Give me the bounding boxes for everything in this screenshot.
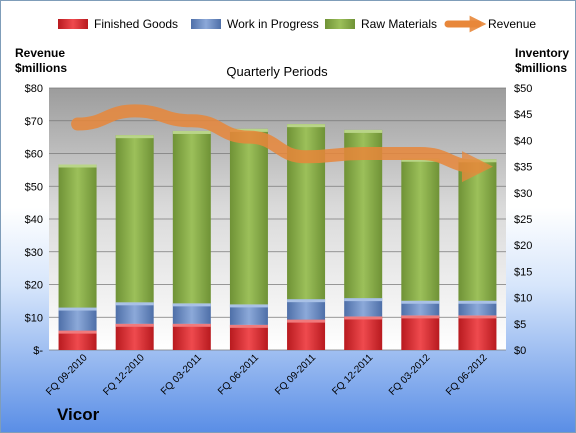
bar-cap-work-in-progress	[287, 299, 326, 303]
bar-raw-materials	[401, 158, 440, 301]
legend-swatch-raw-materials	[325, 19, 355, 29]
revenue-line-path	[71, 104, 494, 183]
bar-cap-raw-materials	[172, 130, 211, 134]
revenue-line	[71, 104, 494, 183]
left-tick-label: $60	[25, 149, 43, 161]
bar-raw-materials	[58, 164, 97, 308]
bar-work-in-progress	[58, 307, 97, 331]
bar-raw-materials	[229, 128, 268, 305]
left-tick-label: $50	[25, 181, 43, 193]
legend-swatch-finished-goods	[58, 19, 88, 29]
bar-cap-raw-materials	[58, 164, 97, 168]
right-axis-title-line2: $millions	[515, 61, 567, 75]
bar-cap-raw-materials	[229, 128, 268, 132]
category-label: FQ 09-2010	[44, 352, 90, 398]
left-tick-label: $10	[25, 312, 43, 324]
left-axis-title-line1: Revenue	[15, 46, 65, 60]
left-tick-label: $30	[25, 247, 43, 259]
category-label: FQ 06-2012	[444, 352, 490, 398]
left-tick-label: $70	[25, 116, 43, 128]
bar-cap-finished-goods	[287, 319, 326, 323]
right-tick-label: $35	[514, 162, 532, 174]
bar-cap-work-in-progress	[172, 303, 211, 307]
bar-cap-finished-goods	[401, 315, 440, 319]
bar-cap-work-in-progress	[115, 302, 154, 306]
bar-cap-work-in-progress	[229, 304, 268, 308]
bar-finished-goods	[229, 324, 268, 350]
bar-finished-goods	[115, 323, 154, 350]
bar-cap-finished-goods	[458, 315, 497, 319]
bar-work-in-progress	[115, 302, 154, 324]
right-tick-label: $0	[514, 345, 526, 357]
right-tick-label: $25	[514, 214, 532, 226]
bar-work-in-progress	[287, 299, 326, 320]
company-name: Vicor	[57, 405, 100, 424]
category-label: FQ 12-2010	[101, 352, 147, 398]
bar-work-in-progress	[229, 304, 268, 325]
category-label: FQ 03-2012	[387, 352, 433, 398]
bar-cap-finished-goods	[344, 316, 383, 320]
bar-work-in-progress	[172, 303, 211, 324]
bar-cap-finished-goods	[229, 324, 268, 328]
legend-swatch-work-in-progress	[191, 19, 221, 29]
right-tick-label: $40	[514, 135, 532, 147]
left-tick-label: $80	[25, 83, 43, 95]
legend-label-finished-goods: Finished Goods	[94, 17, 178, 31]
bars	[58, 124, 497, 350]
bar-cap-finished-goods	[115, 323, 154, 327]
bar-raw-materials	[172, 130, 211, 304]
right-axis-title-line1: Inventory	[515, 46, 569, 60]
category-label: FQ 12-2011	[330, 352, 375, 397]
legend-label-work-in-progress: Work in Progress	[227, 17, 319, 31]
right-tick-label: $50	[514, 83, 532, 95]
category-label: FQ 06-2011	[216, 352, 261, 397]
right-tick-label: $45	[514, 109, 532, 121]
bar-cap-work-in-progress	[58, 307, 97, 311]
bar-cap-work-in-progress	[344, 298, 383, 302]
bar-finished-goods	[287, 319, 326, 350]
legend-label-revenue: Revenue	[488, 17, 536, 31]
bar-cap-raw-materials	[287, 124, 326, 128]
legend: Finished Goods Work in Progress Raw Materi…	[58, 15, 536, 33]
bar-work-in-progress	[401, 300, 440, 316]
bar-raw-materials	[115, 135, 154, 303]
bar-finished-goods	[458, 315, 497, 350]
bar-work-in-progress	[458, 300, 497, 316]
bar-finished-goods	[172, 323, 211, 350]
legend-label-raw-materials: Raw Materials	[361, 17, 437, 31]
bar-finished-goods	[58, 330, 97, 350]
bar-finished-goods	[401, 315, 440, 350]
bar-cap-raw-materials	[401, 158, 440, 162]
bar-cap-finished-goods	[172, 323, 211, 327]
right-tick-label: $10	[514, 293, 532, 305]
right-tick-label: $15	[514, 266, 532, 278]
category-label: FQ 03-2011	[159, 352, 204, 397]
right-tick-label: $5	[514, 319, 526, 331]
bar-cap-work-in-progress	[458, 300, 497, 304]
left-tick-label: $20	[25, 280, 43, 292]
right-tick-label: $20	[514, 240, 532, 252]
bar-cap-work-in-progress	[401, 300, 440, 304]
right-tick-label: $30	[514, 188, 532, 200]
bar-finished-goods	[344, 316, 383, 350]
chart-subtitle: Quarterly Periods	[226, 64, 328, 79]
bar-work-in-progress	[344, 298, 383, 317]
left-tick-label: $40	[25, 214, 43, 226]
left-axis-title-line2: $millions	[15, 61, 67, 75]
left-tick-label: $-	[33, 345, 43, 357]
bar-cap-finished-goods	[58, 330, 97, 334]
category-label: FQ 09-2011	[273, 352, 318, 397]
bar-cap-raw-materials	[344, 129, 383, 133]
bar-cap-raw-materials	[115, 135, 154, 139]
bar-raw-materials	[458, 159, 497, 301]
